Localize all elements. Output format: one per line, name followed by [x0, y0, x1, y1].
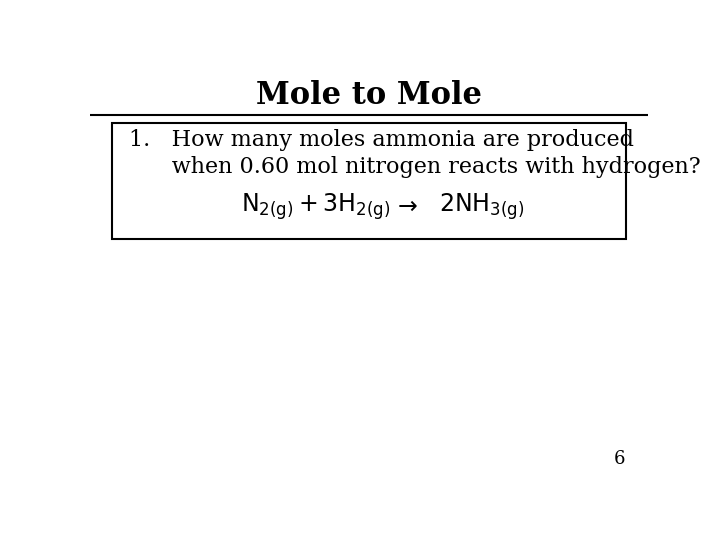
- Text: $\rightarrow$: $\rightarrow$: [392, 194, 418, 218]
- Text: Mole to Mole: Mole to Mole: [256, 80, 482, 111]
- Text: when 0.60 mol nitrogen reacts with hydrogen?: when 0.60 mol nitrogen reacts with hydro…: [129, 156, 701, 178]
- Text: 1.   How many moles ammonia are produced: 1. How many moles ammonia are produced: [129, 129, 634, 151]
- Text: 6: 6: [614, 450, 626, 468]
- Text: $\mathrm{2NH_{3(g)}}$: $\mathrm{2NH_{3(g)}}$: [438, 191, 524, 221]
- Text: $\mathrm{N_{2(g)} + 3H_{2(g)}}$: $\mathrm{N_{2(g)} + 3H_{2(g)}}$: [240, 191, 390, 221]
- FancyBboxPatch shape: [112, 123, 626, 239]
